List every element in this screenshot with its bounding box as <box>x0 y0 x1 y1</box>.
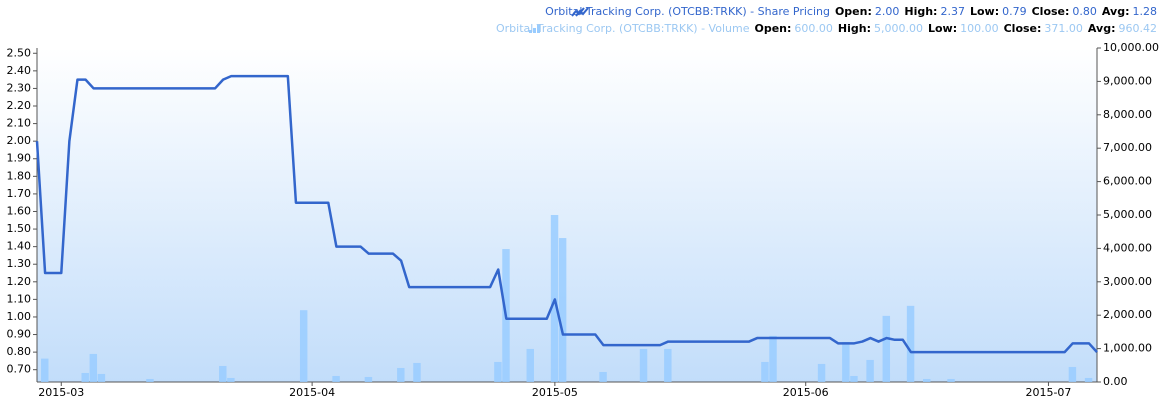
y2-tick-label: 5,000.00 <box>1103 208 1152 221</box>
bar <box>413 362 421 382</box>
bar <box>882 315 891 382</box>
bar <box>219 365 227 382</box>
y-tick-label: 1.90 <box>7 152 32 165</box>
y2-tick-label: 4,000.00 <box>1103 241 1152 254</box>
legend-stat-value: 2.00 <box>875 5 900 18</box>
legend-stat-name: Open: <box>835 5 872 18</box>
y-tick-label: 1.20 <box>7 275 32 288</box>
y-tick-label: 0.70 <box>7 363 32 376</box>
bar <box>842 341 850 382</box>
legend-stat-value: 600.00 <box>794 22 833 35</box>
legend-icon-bars <box>529 25 540 33</box>
bar <box>1068 366 1077 382</box>
legend-stat-name: Avg: <box>1088 22 1116 35</box>
y-tick-label: 1.00 <box>7 310 32 323</box>
legend-stat-value: 371.00 <box>1044 22 1083 35</box>
bar <box>526 348 534 382</box>
legend-stat-name: Low: <box>928 22 957 35</box>
legend-stat-name: High: <box>838 22 871 35</box>
x-tick-label: 2015-03 <box>38 386 84 399</box>
y2-tick-label: 7,000.00 <box>1103 141 1152 154</box>
bar <box>332 375 340 382</box>
legend-stat-value: 5,000.00 <box>874 22 923 35</box>
y-tick-label: 1.30 <box>7 257 32 270</box>
bar <box>923 378 931 382</box>
legend-stat-name: Close: <box>1004 22 1042 35</box>
y-tick-label: 0.90 <box>7 328 32 341</box>
bar <box>1084 377 1093 382</box>
legend-entry: Orbital Tracking Corp. (OTCBB:TRKK) - Vo… <box>496 22 1157 35</box>
legend-stat-value: 0.79 <box>1002 5 1027 18</box>
bar <box>906 305 915 382</box>
legend-icon-line <box>571 7 589 17</box>
y2-tick-label: 9,000.00 <box>1103 74 1152 87</box>
y-tick-label: 1.70 <box>7 187 32 200</box>
bar <box>299 310 308 382</box>
legend-stat-value: 1.28 <box>1133 5 1158 18</box>
y-tick-label: 2.40 <box>7 64 32 77</box>
y-tick-label: 1.40 <box>7 240 32 253</box>
x-tick-label: 2015-07 <box>1025 386 1071 399</box>
bar <box>769 335 777 382</box>
x-tick-label: 2015-04 <box>289 386 335 399</box>
y-tick-label: 1.10 <box>7 292 32 305</box>
legend-stat-name: High: <box>904 5 937 18</box>
legend-name: Orbital Tracking Corp. (OTCBB:TRKK) - Sh… <box>545 5 830 18</box>
legend-stat-name: Avg: <box>1102 5 1130 18</box>
y-tick-label: 2.30 <box>7 81 32 94</box>
bar <box>97 373 106 382</box>
y-tick-label: 1.50 <box>7 222 32 235</box>
bar <box>41 358 49 382</box>
bar <box>146 378 154 382</box>
legend-stat-name: Low: <box>970 5 999 18</box>
bar <box>664 348 672 382</box>
bar <box>599 371 607 382</box>
bar <box>761 361 769 382</box>
bar <box>817 363 826 382</box>
plot-background <box>37 48 1097 382</box>
y-tick-label: 2.50 <box>7 46 32 59</box>
y2-tick-label: 3,000.00 <box>1103 275 1152 288</box>
y-tick-label: 1.60 <box>7 204 32 217</box>
y2-tick-label: 0.00 <box>1103 375 1128 388</box>
bar <box>89 353 98 382</box>
y-tick-label: 2.20 <box>7 99 32 112</box>
bar <box>81 372 89 382</box>
legend-stat-value: 0.80 <box>1072 5 1097 18</box>
bar <box>850 375 858 382</box>
y-tick-label: 2.00 <box>7 134 32 147</box>
legend-name: Orbital Tracking Corp. (OTCBB:TRKK) - Vo… <box>496 22 750 35</box>
legend-stat-name: Close: <box>1032 5 1070 18</box>
x-tick-label: 2015-06 <box>783 386 829 399</box>
bar <box>558 238 567 382</box>
bar <box>364 376 373 382</box>
bar <box>397 367 405 382</box>
y2-tick-label: 10,000.00 <box>1103 41 1159 54</box>
y2-tick-label: 1,000.00 <box>1103 342 1152 355</box>
x-tick-label: 2015-05 <box>532 386 578 399</box>
bar <box>866 359 874 382</box>
legend-entry: Orbital Tracking Corp. (OTCBB:TRKK) - Sh… <box>545 5 1157 18</box>
y-tick-label: 2.10 <box>7 117 32 130</box>
legend-stat-name: Open: <box>754 22 791 35</box>
y2-tick-label: 6,000.00 <box>1103 175 1152 188</box>
legend-stat-value: 2.37 <box>940 5 965 18</box>
legend-stat-value: 100.00 <box>960 22 999 35</box>
bar <box>494 361 502 382</box>
bar <box>639 348 648 382</box>
bar <box>947 378 955 382</box>
legend-stat-value: 960.42 <box>1119 22 1158 35</box>
bar <box>227 377 235 382</box>
y-tick-label: 0.80 <box>7 345 32 358</box>
price-line <box>35 74 1098 354</box>
y-tick-label: 1.80 <box>7 169 32 182</box>
y2-tick-label: 2,000.00 <box>1103 308 1152 321</box>
y2-tick-label: 8,000.00 <box>1103 108 1152 121</box>
